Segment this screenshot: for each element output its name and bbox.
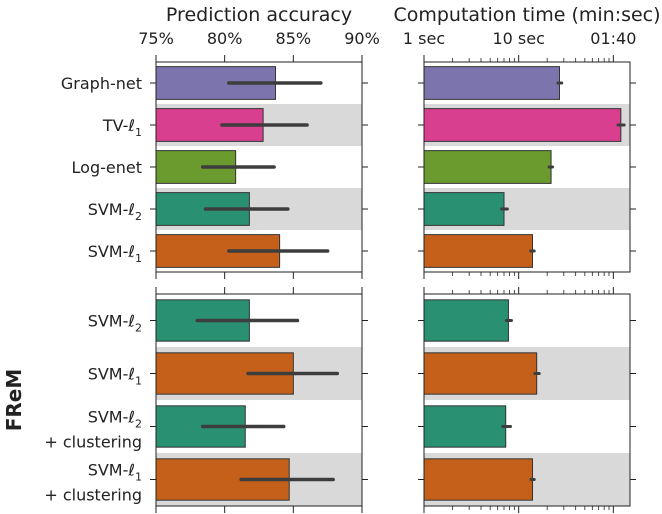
category-label: Graph-net xyxy=(61,74,142,93)
bar xyxy=(423,108,622,142)
axes-frame xyxy=(423,61,631,273)
panel-top-left: Graph-net TV-ℓ1 Log-enet SVM-ℓ2 SVM-ℓ1 xyxy=(61,55,368,279)
category-label: SVM-ℓ2 + clustering xyxy=(44,408,142,452)
x-tick-label: 90% xyxy=(344,29,380,48)
category-label: SVM-ℓ1 + clustering xyxy=(44,461,142,505)
panel-top-right xyxy=(418,55,636,279)
panel-bottom-right xyxy=(418,287,636,513)
category-label: TV-ℓ1 xyxy=(102,116,142,139)
axes-frame xyxy=(423,293,631,507)
x-tick-label: 01:40 xyxy=(590,29,636,48)
chart-title-time: Computation time (min:sec) xyxy=(393,4,660,26)
x-tick-label: 1 sec xyxy=(403,29,445,48)
bar xyxy=(423,299,509,342)
x-tick-label: 75% xyxy=(138,29,174,48)
bar xyxy=(423,150,552,184)
category-label: SVM-ℓ2 xyxy=(88,200,142,223)
chart-title-accuracy: Prediction accuracy xyxy=(166,4,352,26)
axes-frame xyxy=(155,61,363,273)
x-tick-label: 10 sec xyxy=(492,29,544,48)
bar xyxy=(423,405,507,448)
category-label: SVM-ℓ1 xyxy=(88,242,142,265)
bar xyxy=(423,234,533,268)
category-label: SVM-ℓ1 xyxy=(88,365,142,388)
x-tick-label: 80% xyxy=(207,29,243,48)
bar xyxy=(423,352,538,395)
bar xyxy=(423,192,505,226)
panel-bottom-left: SVM-ℓ2 SVM-ℓ1 SVM-ℓ2 + clustering SVM-ℓ1 + cl… xyxy=(44,287,368,513)
category-label: Log-enet xyxy=(72,158,142,177)
category-label: SVM-ℓ2 xyxy=(88,312,142,335)
axes-frame xyxy=(155,293,363,507)
bar xyxy=(423,458,533,501)
group-label: FReM xyxy=(2,369,26,432)
bar xyxy=(423,66,561,100)
x-tick-label: 85% xyxy=(276,29,312,48)
